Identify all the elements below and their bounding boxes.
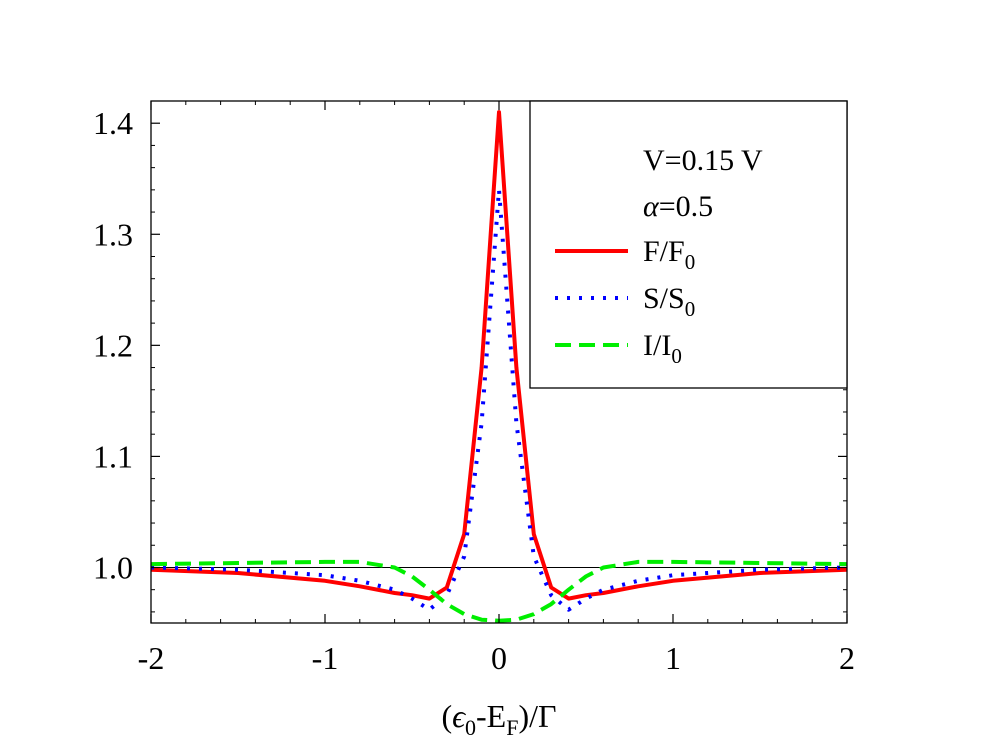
- x-axis-title: (ϵ0-EF)/Γ: [441, 698, 556, 740]
- legend-box: [529, 100, 848, 389]
- y-tick-label: 1.0: [93, 549, 133, 585]
- x-axis-sub-0: 0: [465, 715, 476, 740]
- x-tick-label: -1: [312, 640, 339, 676]
- legend-label-1: F/F0: [643, 235, 695, 274]
- axis-ticks: -2 -1 0 1 2 1.0 1.1 1.2 1.3 1.4: [93, 101, 855, 676]
- x-tick-label: -2: [138, 640, 165, 676]
- x-axis-sub-F: F: [506, 715, 518, 740]
- y-tick-label: 1.2: [93, 327, 133, 363]
- legend-alpha: α=0.5: [643, 190, 713, 223]
- y-tick-label: 1.1: [93, 438, 133, 474]
- y-tick-label: 1.4: [93, 105, 133, 141]
- legend: V=0.15 V α=0.5 F/F0 S/S0 I/I0: [529, 100, 848, 389]
- series-line-1: [150, 110, 848, 601]
- legend-voltage: V=0.15 V: [643, 144, 763, 177]
- legend-label-2: S/S0: [643, 282, 695, 321]
- x-tick-label: 2: [839, 640, 855, 676]
- legend-label-3: I/I0: [643, 329, 682, 368]
- x-tick-label: 1: [665, 640, 681, 676]
- x-tick-label: 0: [491, 640, 507, 676]
- y-tick-label: 1.3: [93, 216, 133, 252]
